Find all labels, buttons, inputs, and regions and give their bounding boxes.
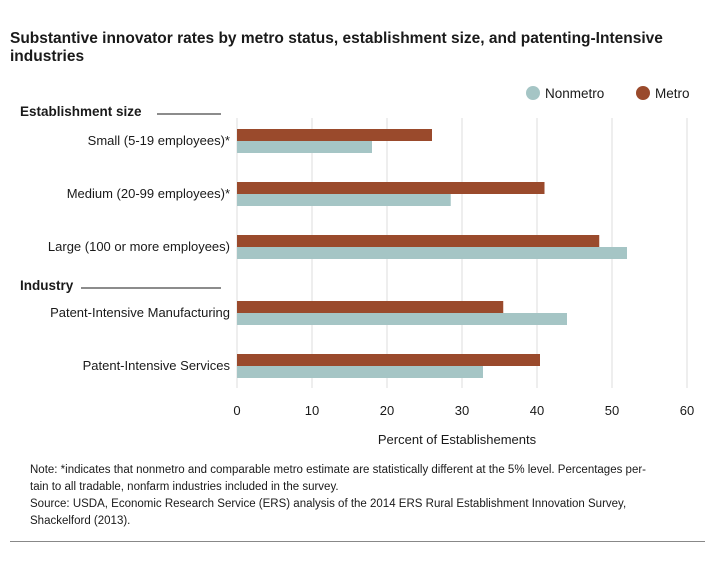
x-tick-label-5: 50	[605, 403, 619, 418]
bar-nonmetro-0	[237, 141, 372, 153]
bar-metro-2	[237, 235, 600, 247]
group-header-0: Establishment size	[20, 104, 142, 119]
x-tick-label-1: 10	[305, 403, 319, 418]
x-tick-labels: 0 10 20 30 40 50 60	[233, 403, 694, 418]
group-headers: Establishment size Industry	[20, 104, 221, 293]
note-line-2: tain to all tradable, nonfarm industries…	[30, 481, 339, 493]
category-label-4: Patent-Intensive Services	[83, 358, 231, 373]
note-line-4: Shackelford (2013).	[30, 515, 131, 527]
bar-metro-0	[237, 129, 432, 141]
legend-nonmetro-swatch	[526, 86, 540, 100]
legend-metro-swatch	[636, 86, 650, 100]
bar-nonmetro-3	[237, 313, 567, 325]
legend-nonmetro-label: Nonmetro	[545, 86, 604, 101]
bar-metro-4	[237, 354, 540, 366]
chart-title: Substantive innovator rates by metro sta…	[10, 30, 663, 65]
note-line-1: Note: *indicates that nonmetro and compa…	[30, 464, 646, 476]
bar-metro-1	[237, 182, 545, 194]
x-axis-label: Percent of Establishements	[378, 432, 537, 447]
x-tick-label-6: 60	[680, 403, 694, 418]
category-labels: Small (5-19 employees)* Medium (20-99 emp…	[48, 133, 231, 373]
footnote: Note: *indicates that nonmetro and compa…	[30, 462, 680, 530]
note-line-3: Source: USDA, Economic Research Service …	[30, 498, 627, 510]
x-tick-label-0: 0	[233, 403, 240, 418]
bar-nonmetro-4	[237, 366, 483, 378]
bottom-divider	[10, 541, 705, 542]
x-tick-label-4: 40	[530, 403, 544, 418]
x-tick-label-3: 30	[455, 403, 469, 418]
bar-chart: Nonmetro Metro Establishment size Industr…	[20, 86, 694, 447]
category-label-2: Large (100 or more employees)	[48, 239, 230, 254]
bar-nonmetro-2	[237, 247, 627, 259]
bars	[237, 129, 627, 378]
category-label-0: Small (5-19 employees)*	[88, 133, 230, 148]
bar-metro-3	[237, 301, 504, 313]
x-tick-label-2: 20	[380, 403, 394, 418]
category-label-3: Patent-Intensive Manufacturing	[50, 305, 230, 320]
legend-metro-label: Metro	[655, 86, 690, 101]
group-header-1: Industry	[20, 278, 74, 293]
bar-nonmetro-1	[237, 194, 451, 206]
legend: Nonmetro Metro	[526, 86, 690, 101]
category-label-1: Medium (20-99 employees)*	[67, 186, 230, 201]
